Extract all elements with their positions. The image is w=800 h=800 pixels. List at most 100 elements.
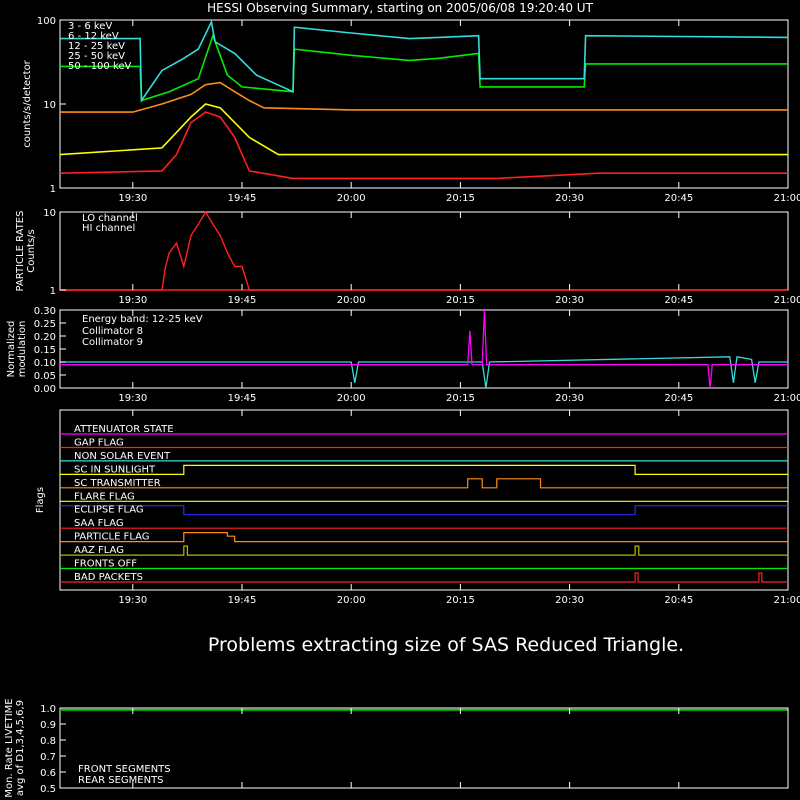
count-rates-legend-entry: 50 - 100 keV <box>68 61 132 72</box>
time-tick-label: 19:30 <box>118 595 147 606</box>
flag-label: SC TRANSMITTER <box>74 478 161 489</box>
particle-rates-legend-entry: LO channel <box>82 213 138 224</box>
figure-title: HESSI Observing Summary, starting on 200… <box>207 1 593 15</box>
y-tick-label: 10 <box>43 100 56 111</box>
count-rates-series-2 <box>59 103 788 156</box>
y-tick-label: 0.7 <box>40 752 56 763</box>
time-tick-label: 20:45 <box>664 595 693 606</box>
flag-label: AAZ FLAG <box>74 545 124 556</box>
livetime-legend-entry: FRONT SEGMENTS <box>78 764 171 775</box>
y-tick-label: 0.10 <box>34 358 56 369</box>
y-tick-label: 0.30 <box>34 306 56 317</box>
count-rates-time-axis: 19:30 19:45 20:00 20:15 20:30 20:45 21:00 <box>118 20 800 204</box>
flag-label: GAP FLAG <box>74 437 124 448</box>
y-tick-label: 100 <box>37 16 56 27</box>
count-rates-legend-entry: 3 - 6 keV <box>68 21 112 32</box>
time-tick-label: 20:00 <box>337 393 366 404</box>
time-tick-label: 20:45 <box>664 193 693 204</box>
y-tick-label: 10 <box>43 208 56 219</box>
modulation-ylabel: Normalized <box>6 321 17 378</box>
count-rates-series-3 <box>60 33 788 102</box>
time-tick-label: 21:00 <box>774 393 800 404</box>
y-tick-label: 0.15 <box>34 345 56 356</box>
y-tick-label: 0.20 <box>34 332 56 343</box>
particle-rates-ylabel: PARTICLE RATES <box>15 211 26 292</box>
modulation-time-axis: 19:30 19:45 20:00 20:15 20:30 20:45 21:00 <box>118 310 800 404</box>
particle-rates-time-axis: 19:30 19:45 20:00 20:15 20:30 20:45 21:00 <box>118 212 800 306</box>
time-tick-label: 20:15 <box>446 595 475 606</box>
flag-label: ECLIPSE FLAG <box>74 505 144 516</box>
flag-label: ATTENUATOR STATE <box>74 424 174 435</box>
flag-line-3 <box>60 464 788 475</box>
livetime-time-axis <box>132 708 789 788</box>
flag-line-6 <box>60 505 788 516</box>
modulation-legend-entry: Collimator 9 <box>82 337 143 348</box>
particle-rates-frame <box>59 211 789 291</box>
flag-label: SC IN SUNLIGHT <box>74 464 156 475</box>
livetime-y-axis: 0.5 0.6 0.7 0.8 0.9 1.0 <box>40 704 66 795</box>
count-rates-legend-entry: 6 - 12 keV <box>68 31 119 42</box>
y-tick-label: 0.5 <box>40 784 56 795</box>
time-tick-label: 21:00 <box>774 595 800 606</box>
particle-rates-ylabel: Counts/s <box>26 229 37 273</box>
count-rates-legend-entry: 12 - 25 keV <box>68 41 125 52</box>
time-tick-label: 19:30 <box>118 193 147 204</box>
flag-line-8 <box>60 531 788 543</box>
modulation-ylabel: modulation <box>17 321 28 378</box>
panels: 1 10 100 19:30 19:45 20:00 20:15 20:30 20:45 21:0… <box>4 16 800 798</box>
flags-frame <box>59 409 789 591</box>
livetime-frame <box>59 707 789 789</box>
time-tick-label: 19:45 <box>228 295 257 306</box>
count-rates-series-4 <box>60 19 789 104</box>
y-tick-label: 0.8 <box>40 736 56 747</box>
modulation-series-1 <box>60 309 788 389</box>
flag-label: BAD PACKETS <box>74 572 143 583</box>
particle-rates-y-axis: 1 10 <box>43 208 66 297</box>
time-tick-label: 20:00 <box>337 295 366 306</box>
y-tick-label: 0.05 <box>34 371 56 382</box>
time-tick-label: 20:30 <box>555 393 584 404</box>
particle-rates-series-0 <box>60 210 788 291</box>
count-rates-series-0 <box>59 111 788 180</box>
livetime-ylabel: avg of D1,3,4,5,6,9 <box>15 700 26 796</box>
error-message: Problems extracting size of SAS Reduced … <box>208 634 684 656</box>
time-tick-label: 20:30 <box>555 295 584 306</box>
time-tick-label: 19:30 <box>118 393 147 404</box>
time-tick-label: 19:45 <box>228 595 257 606</box>
count-rates-legend-entry: 25 - 50 keV <box>68 51 125 62</box>
flags-ylabel: Flags <box>35 487 46 513</box>
y-tick-label: 1 <box>50 184 56 195</box>
y-tick-label: 1 <box>50 286 56 297</box>
particle-rates-legend-entry: HI channel <box>82 223 135 234</box>
time-tick-label: 21:00 <box>774 193 800 204</box>
time-tick-label: 20:30 <box>555 595 584 606</box>
flag-label: PARTICLE FLAG <box>74 532 150 543</box>
y-tick-label: 0.6 <box>40 768 56 779</box>
flag-line-4 <box>60 478 788 489</box>
modulation-y-axis: 0.00 0.05 0.10 0.15 0.20 0.25 0.30 <box>34 306 66 395</box>
count-rates-ylabel: counts/s/detector <box>22 59 33 147</box>
livetime-ylabel: Mon. Rate LIVETIME <box>4 698 15 797</box>
time-tick-label: 20:15 <box>446 393 475 404</box>
time-tick-label: 20:30 <box>555 193 584 204</box>
flag-label: NON SOLAR EVENT <box>74 451 171 462</box>
modulation-legend-entry: Collimator 8 <box>82 326 143 337</box>
count-rates-y-axis: 1 10 100 <box>37 16 66 195</box>
time-tick-label: 20:00 <box>337 193 366 204</box>
y-tick-label: 1.0 <box>40 704 56 715</box>
flag-label: FLARE FLAG <box>74 491 135 502</box>
y-tick-label: 0.25 <box>34 319 56 330</box>
time-tick-label: 20:15 <box>446 193 475 204</box>
time-tick-label: 21:00 <box>774 295 800 306</box>
time-tick-label: 20:45 <box>664 295 693 306</box>
modulation-series-0 <box>60 356 788 389</box>
time-tick-label: 20:15 <box>446 295 475 306</box>
y-tick-label: 0.9 <box>40 720 56 731</box>
modulation-annotation: Energy band: 12-25 keV <box>82 314 203 325</box>
livetime-legend-entry: REAR SEGMENTS <box>78 775 164 786</box>
flag-label: FRONTS OFF <box>74 559 137 570</box>
flag-line-11 <box>60 572 788 583</box>
time-tick-label: 20:45 <box>664 393 693 404</box>
time-tick-label: 20:00 <box>337 595 366 606</box>
